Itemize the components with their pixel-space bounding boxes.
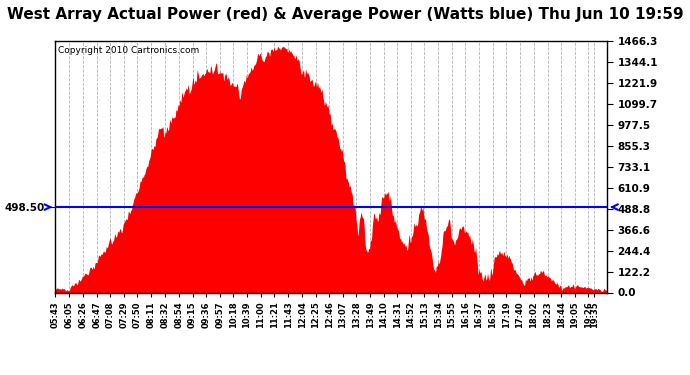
Text: West Array Actual Power (red) & Average Power (Watts blue) Thu Jun 10 19:59: West Array Actual Power (red) & Average …: [7, 8, 683, 22]
Text: Copyright 2010 Cartronics.com: Copyright 2010 Cartronics.com: [58, 46, 199, 55]
